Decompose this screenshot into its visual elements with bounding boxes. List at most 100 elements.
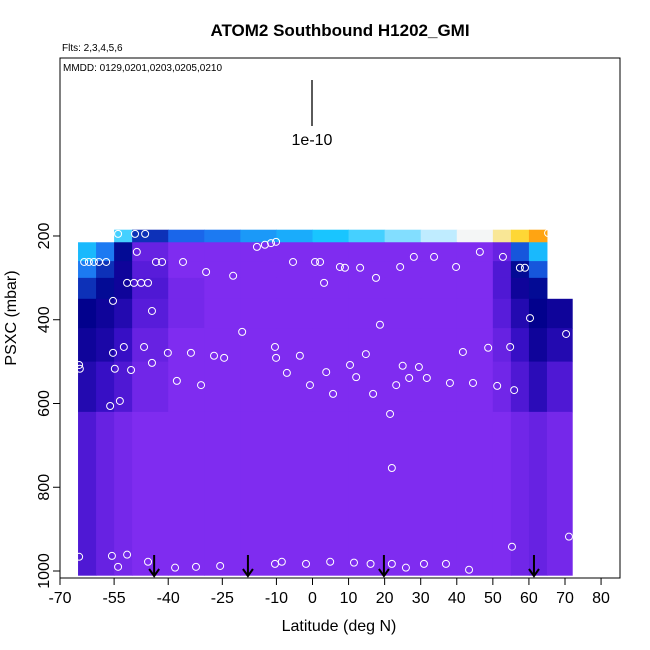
heatmap-cell	[96, 298, 115, 329]
heatmap-cell	[384, 411, 422, 576]
sample-point	[147, 358, 156, 367]
sample-point	[127, 365, 136, 374]
heatmap-cell	[312, 411, 350, 576]
heatmap-cell	[384, 361, 422, 413]
heatmap-cell	[96, 361, 115, 413]
heatmap-cell	[528, 298, 548, 329]
sample-point	[191, 562, 200, 571]
sample-point	[316, 257, 325, 266]
heatmap-cell	[492, 261, 512, 279]
sample-point	[371, 273, 380, 282]
heatmap-cell	[312, 328, 350, 363]
heatmap-cell	[204, 411, 241, 576]
heatmap-cell	[348, 328, 386, 363]
heatmap-cell	[168, 261, 205, 279]
heatmap-cell	[420, 242, 458, 262]
heatmap-cell	[546, 361, 573, 413]
sample-point	[430, 252, 439, 261]
heatmap-cell	[96, 242, 115, 262]
sample-point	[158, 257, 167, 266]
plot-frame	[59, 57, 621, 579]
sample-point	[267, 239, 276, 248]
sample-point	[498, 252, 507, 261]
sample-point	[119, 342, 128, 351]
heatmap-cell	[114, 242, 133, 262]
sample-point	[356, 263, 365, 272]
heatmap-cell	[510, 328, 530, 363]
heatmap-cell	[528, 277, 548, 300]
sample-point	[375, 320, 384, 329]
heatmap-cell	[384, 277, 422, 300]
heatmap-cell	[204, 328, 241, 363]
sample-point	[75, 552, 84, 561]
x-tick-label: 80	[592, 590, 610, 607]
x-tick-label: 70	[556, 590, 574, 607]
sample-point	[507, 542, 516, 551]
heatmap-cell	[276, 261, 313, 279]
sample-point	[107, 551, 116, 560]
sample-point	[144, 557, 153, 566]
sample-point	[109, 296, 118, 305]
x-tick-label: 10	[340, 590, 358, 607]
x-tick-label: 30	[412, 590, 430, 607]
sample-point	[80, 257, 89, 266]
sample-point	[465, 565, 474, 574]
sample-point	[106, 402, 115, 411]
sample-point	[475, 247, 484, 256]
heatmap-cell	[312, 242, 350, 262]
x-tick-label: -25	[211, 590, 234, 607]
y-tick-label: 600	[36, 390, 53, 417]
heatmap-cell	[348, 411, 386, 576]
sample-point	[282, 368, 291, 377]
heatmap-cell	[168, 298, 205, 329]
heatmap-cell	[240, 229, 277, 243]
heatmap-cell	[96, 328, 115, 363]
heatmap-cell	[510, 361, 530, 413]
heatmap-cell	[240, 261, 277, 279]
sample-point	[326, 557, 335, 566]
y-tick-label: 1000	[36, 553, 53, 589]
heatmap-cell	[132, 411, 169, 576]
heatmap-cell	[240, 361, 277, 413]
x-tick-label: 50	[484, 590, 502, 607]
heatmap-cell	[132, 277, 169, 300]
sample-point	[445, 378, 454, 387]
heatmap-cell	[204, 277, 241, 300]
heatmap-cell	[204, 242, 241, 262]
y-tick-label: 400	[36, 306, 53, 333]
heatmap-cell	[114, 229, 133, 243]
heatmap-cell	[420, 277, 458, 300]
flight-arrow	[528, 555, 540, 578]
heatmap-cell	[114, 261, 133, 279]
heatmap-cell	[168, 411, 205, 576]
x-tick-label: -55	[103, 590, 126, 607]
sample-point	[132, 247, 141, 256]
heatmap-cell	[456, 298, 494, 329]
sample-point	[252, 242, 261, 251]
heatmap-cell	[510, 242, 530, 262]
heatmap-cell	[456, 261, 494, 279]
sample-point	[335, 262, 344, 271]
heatmap-cell	[312, 298, 350, 329]
flight-arrow	[378, 555, 390, 578]
sample-point	[272, 237, 281, 246]
sample-point	[387, 559, 396, 568]
sample-point	[229, 271, 238, 280]
heatmap-cell	[96, 261, 115, 279]
sample-point	[396, 262, 405, 271]
heatmap-cell	[240, 298, 277, 329]
heatmap-cell	[78, 361, 97, 413]
sample-point	[369, 389, 378, 398]
sample-point	[422, 373, 431, 382]
sample-point	[131, 229, 140, 238]
heatmap-cell	[276, 277, 313, 300]
y-tick-label: 200	[36, 223, 53, 250]
sample-point	[89, 257, 98, 266]
sample-point	[210, 351, 219, 360]
heatmap-cell	[420, 229, 458, 243]
sample-point	[171, 563, 180, 572]
sample-point	[405, 373, 414, 382]
heatmap-cell	[348, 277, 386, 300]
x-tick-label: 60	[520, 590, 538, 607]
sample-point	[554, 229, 563, 238]
